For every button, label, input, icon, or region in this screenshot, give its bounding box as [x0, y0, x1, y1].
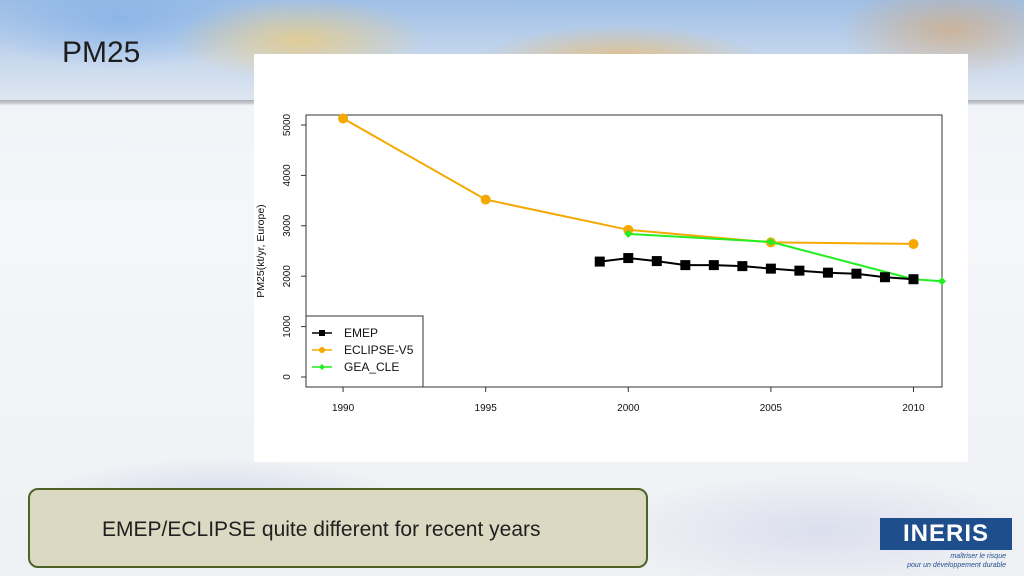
point-gea-cle [624, 229, 633, 238]
point-emep [737, 261, 748, 272]
chart-panel: 1990 1995 2000 2005 2010 0 1000 2000 3000 4000 500… [254, 54, 968, 462]
legend-label: GEA_CLE [344, 360, 399, 374]
y-axis-label: PM25(kt/yr, Europe) [255, 204, 267, 297]
point-gea-cle [938, 277, 946, 286]
point-emep [651, 256, 662, 267]
point-emep [794, 265, 805, 276]
x-tick-label: 1990 [332, 403, 355, 414]
legend-box [305, 315, 424, 388]
series-line-emep [599, 257, 914, 281]
slide-title: PM25 [62, 36, 141, 69]
point-emep [908, 274, 919, 285]
point-emep [708, 260, 719, 271]
y-tick-label: 0 [282, 374, 293, 380]
logo-tagline: maîtriser le risque pour un développemen… [907, 553, 1006, 569]
point-emep [822, 267, 833, 278]
plot-frame [305, 114, 943, 388]
point-eclipse-v5 [623, 224, 634, 235]
point-emep [765, 263, 776, 274]
x-tick-label: 2010 [902, 403, 925, 414]
y-tick-label: 2000 [282, 265, 293, 288]
point-gea-cle [766, 237, 775, 246]
ineris-logo: INERIS maîtriser le risque pour un dével… [880, 516, 1012, 572]
y-tick-label: 1000 [282, 315, 293, 338]
point-eclipse-v5 [908, 238, 919, 249]
x-tick-label: 2005 [760, 403, 783, 414]
legend-marker [319, 330, 325, 336]
y-tick-label: 3000 [282, 214, 293, 237]
logo-wordmark: INERIS [880, 518, 1012, 550]
x-tick-label: 1995 [475, 403, 498, 414]
x-tick-label: 2000 [617, 403, 640, 414]
legend-marker [319, 364, 325, 370]
y-tick-label: 4000 [282, 164, 293, 187]
callout-box: EMEP/ECLIPSE quite different for recent … [28, 488, 648, 568]
series-line-gea-cle [628, 232, 942, 283]
callout-text: EMEP/ECLIPSE quite different for recent … [102, 518, 541, 541]
point-eclipse-v5 [480, 194, 491, 205]
point-emep [851, 268, 862, 279]
point-emep [594, 256, 605, 267]
legend-label: ECLIPSE-V5 [344, 343, 414, 357]
point-emep [879, 272, 890, 283]
point-eclipse-v5 [338, 113, 349, 124]
legend-marker [319, 347, 325, 353]
point-emep [623, 253, 634, 264]
y-tick-label: 5000 [282, 113, 293, 136]
pm25-line-chart: 1990 1995 2000 2005 2010 0 1000 2000 3000 4000 500… [255, 113, 946, 414]
point-emep [680, 260, 691, 271]
legend-label: EMEP [344, 326, 378, 340]
